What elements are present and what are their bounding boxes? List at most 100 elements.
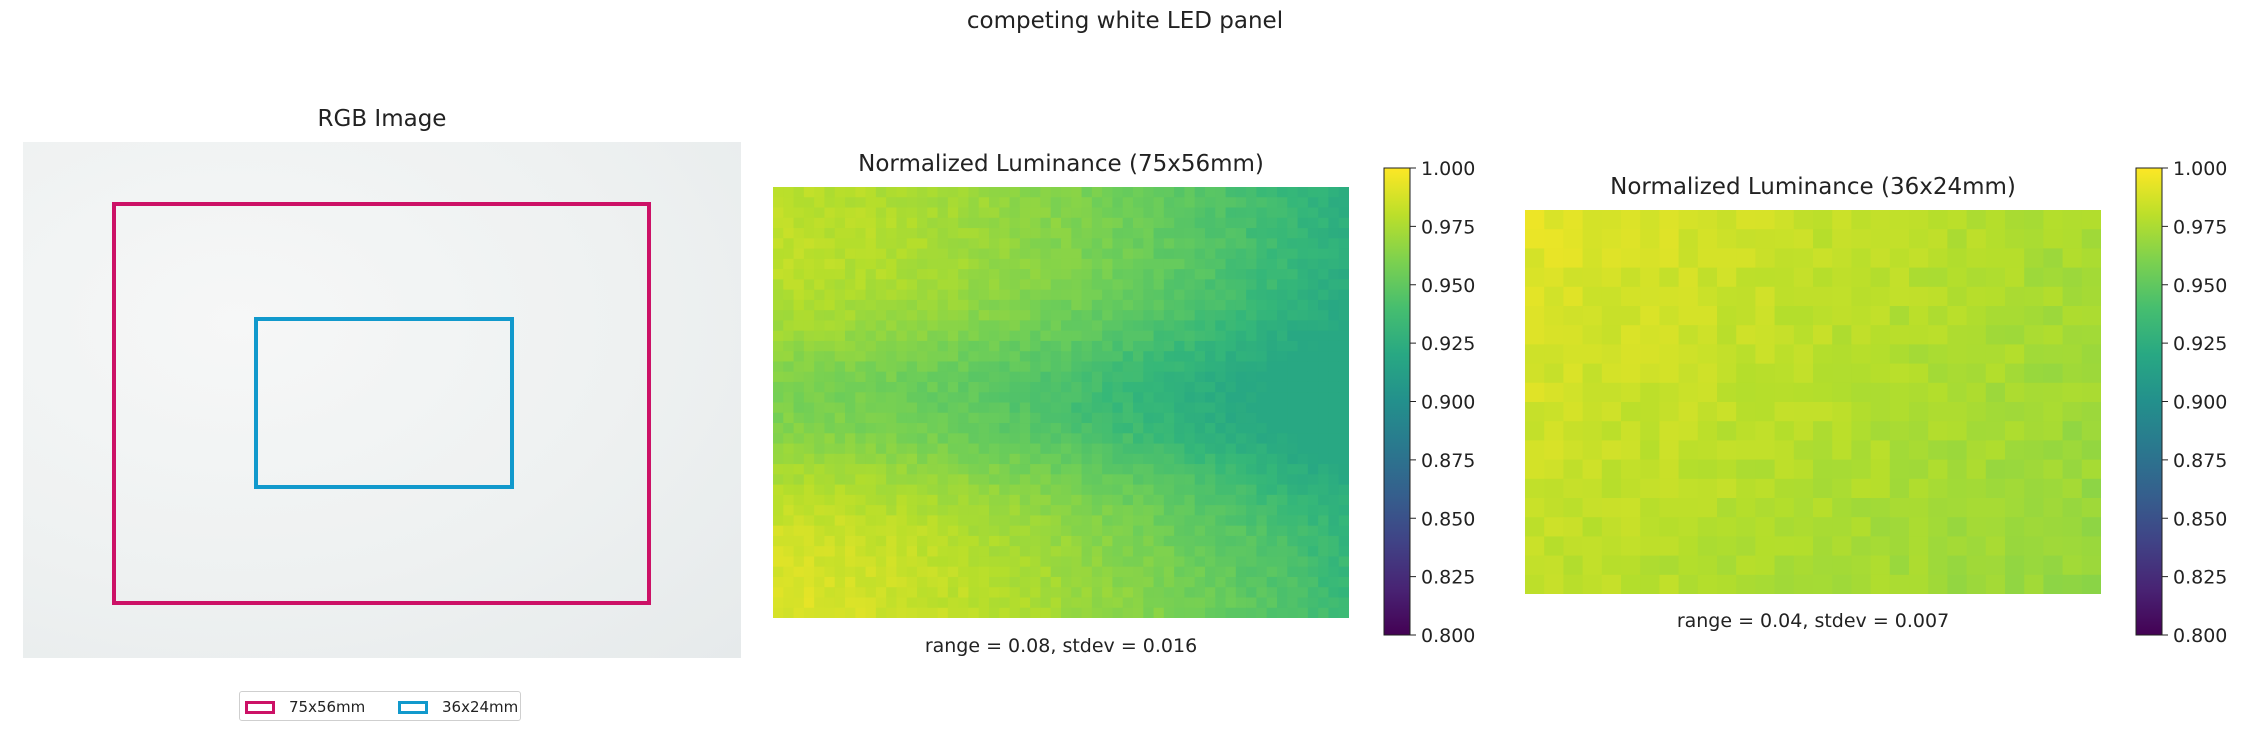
heatmap-cell bbox=[1174, 607, 1186, 618]
heatmap-cell bbox=[1621, 478, 1641, 499]
heatmap-cell bbox=[1966, 421, 1987, 441]
heatmap-cell bbox=[1851, 478, 1872, 499]
heatmap-cell bbox=[1143, 228, 1155, 239]
heatmap-cell bbox=[783, 412, 795, 424]
heatmap-cell bbox=[1050, 269, 1062, 280]
heatmap-cell bbox=[1246, 207, 1258, 219]
heatmap-cell bbox=[1601, 248, 1622, 269]
heatmap-cell bbox=[1966, 363, 1987, 384]
heatmap-cell bbox=[1328, 597, 1340, 609]
heatmap-cell bbox=[1717, 382, 1737, 403]
heatmap-cell bbox=[1009, 299, 1021, 311]
heatmap-cell bbox=[1174, 340, 1186, 352]
heatmap-cell bbox=[783, 187, 795, 198]
heatmap-cell bbox=[1889, 574, 1910, 594]
heatmap-cell bbox=[1122, 515, 1134, 527]
heatmap-cell bbox=[958, 597, 970, 609]
heatmap-cell bbox=[999, 217, 1011, 229]
heatmap-cell bbox=[855, 505, 867, 516]
heatmap-cell bbox=[896, 587, 908, 599]
heatmap-cell bbox=[1544, 517, 1564, 537]
heatmap-cell bbox=[1071, 515, 1083, 527]
heatmap-cell bbox=[1215, 505, 1227, 516]
heatmap-cell bbox=[1851, 421, 1872, 441]
heatmap-cell bbox=[999, 474, 1011, 486]
heatmap-cell bbox=[1050, 228, 1062, 239]
heatmap-cell bbox=[927, 433, 939, 445]
heatmap-cell bbox=[803, 330, 815, 342]
heatmap-cell bbox=[1205, 597, 1216, 609]
heatmap-cell bbox=[865, 238, 877, 250]
heatmap-cell bbox=[906, 381, 918, 393]
heatmap-cell bbox=[1009, 279, 1021, 291]
heatmap-cell bbox=[989, 320, 1000, 332]
heatmap-cell bbox=[834, 453, 846, 465]
heatmap-cell bbox=[1277, 515, 1288, 527]
heatmap-cell bbox=[2024, 440, 2044, 461]
heatmap-cell bbox=[1736, 402, 1756, 422]
heatmap-cell bbox=[1184, 361, 1196, 373]
heatmap-cell bbox=[958, 474, 970, 486]
heatmap-cell bbox=[999, 207, 1011, 219]
heatmap-cell bbox=[999, 248, 1011, 260]
heatmap-cell bbox=[1215, 361, 1227, 373]
heatmap-cell bbox=[1793, 536, 1814, 557]
heatmap-cell bbox=[1040, 566, 1052, 578]
heatmap-cell bbox=[1153, 433, 1165, 445]
heatmap-cell bbox=[1205, 330, 1216, 342]
heatmap-cell bbox=[1225, 443, 1237, 455]
heatmap-cell bbox=[1338, 576, 1349, 588]
heatmap-cell bbox=[1966, 574, 1987, 594]
heatmap-cell bbox=[1050, 361, 1062, 373]
heatmap-cell bbox=[1909, 402, 1929, 422]
heatmap-cell bbox=[1143, 402, 1155, 414]
heatmap-cell bbox=[1050, 412, 1062, 424]
heatmap-cell bbox=[773, 258, 784, 270]
heatmap-cell bbox=[1525, 286, 1545, 307]
heatmap-cell bbox=[1774, 517, 1795, 537]
heatmap-cell bbox=[999, 566, 1011, 578]
heatmap-cell bbox=[1174, 238, 1186, 250]
heatmap-cell bbox=[1184, 340, 1196, 352]
heatmap-cell bbox=[834, 289, 846, 301]
heatmap-cell bbox=[2024, 536, 2044, 557]
heatmap-cell bbox=[1225, 330, 1237, 342]
heatmap-cell bbox=[855, 607, 867, 618]
heatmap-cell bbox=[1102, 238, 1114, 250]
heatmap-cell bbox=[1563, 555, 1584, 576]
heatmap-cell bbox=[845, 228, 856, 239]
heatmap-cell bbox=[1947, 574, 1968, 594]
heatmap-cell bbox=[1163, 392, 1175, 404]
heatmap-cell bbox=[947, 361, 959, 373]
heatmap-cell bbox=[845, 474, 856, 486]
heatmap-cell bbox=[1009, 320, 1021, 332]
heatmap-cell bbox=[1081, 515, 1093, 527]
heatmap-cell bbox=[1153, 381, 1165, 393]
heatmap-cell bbox=[1947, 286, 1968, 307]
heatmap-cell bbox=[1235, 607, 1247, 618]
heatmap-cell bbox=[1153, 320, 1165, 332]
heatmap-cell bbox=[1112, 535, 1124, 547]
heatmap-cell bbox=[1928, 248, 1948, 269]
heatmap-cell bbox=[1755, 498, 1776, 518]
heatmap-cell bbox=[2081, 536, 2101, 557]
heatmap-cell bbox=[1102, 576, 1114, 588]
heatmap-cell bbox=[1256, 187, 1268, 198]
heatmap-cell bbox=[855, 197, 867, 209]
heatmap-cell bbox=[1235, 566, 1247, 578]
heatmap-cell bbox=[1133, 238, 1144, 250]
heatmap-cell bbox=[1851, 498, 1872, 518]
heatmap-cell bbox=[1659, 478, 1680, 499]
heatmap-cell bbox=[1122, 566, 1134, 578]
heatmap-cell bbox=[1215, 474, 1227, 486]
heatmap-cell bbox=[1601, 536, 1622, 557]
heatmap-cell bbox=[1966, 478, 1987, 499]
heatmap-cell bbox=[814, 269, 826, 280]
heatmap-cell bbox=[1256, 597, 1268, 609]
heatmap-cell bbox=[947, 433, 959, 445]
heatmap-cell bbox=[1091, 279, 1103, 291]
heatmap-cell bbox=[1266, 340, 1278, 352]
heatmap-cell bbox=[1071, 299, 1083, 311]
heatmap-cell bbox=[824, 443, 836, 455]
heatmap-cell bbox=[1081, 258, 1093, 270]
